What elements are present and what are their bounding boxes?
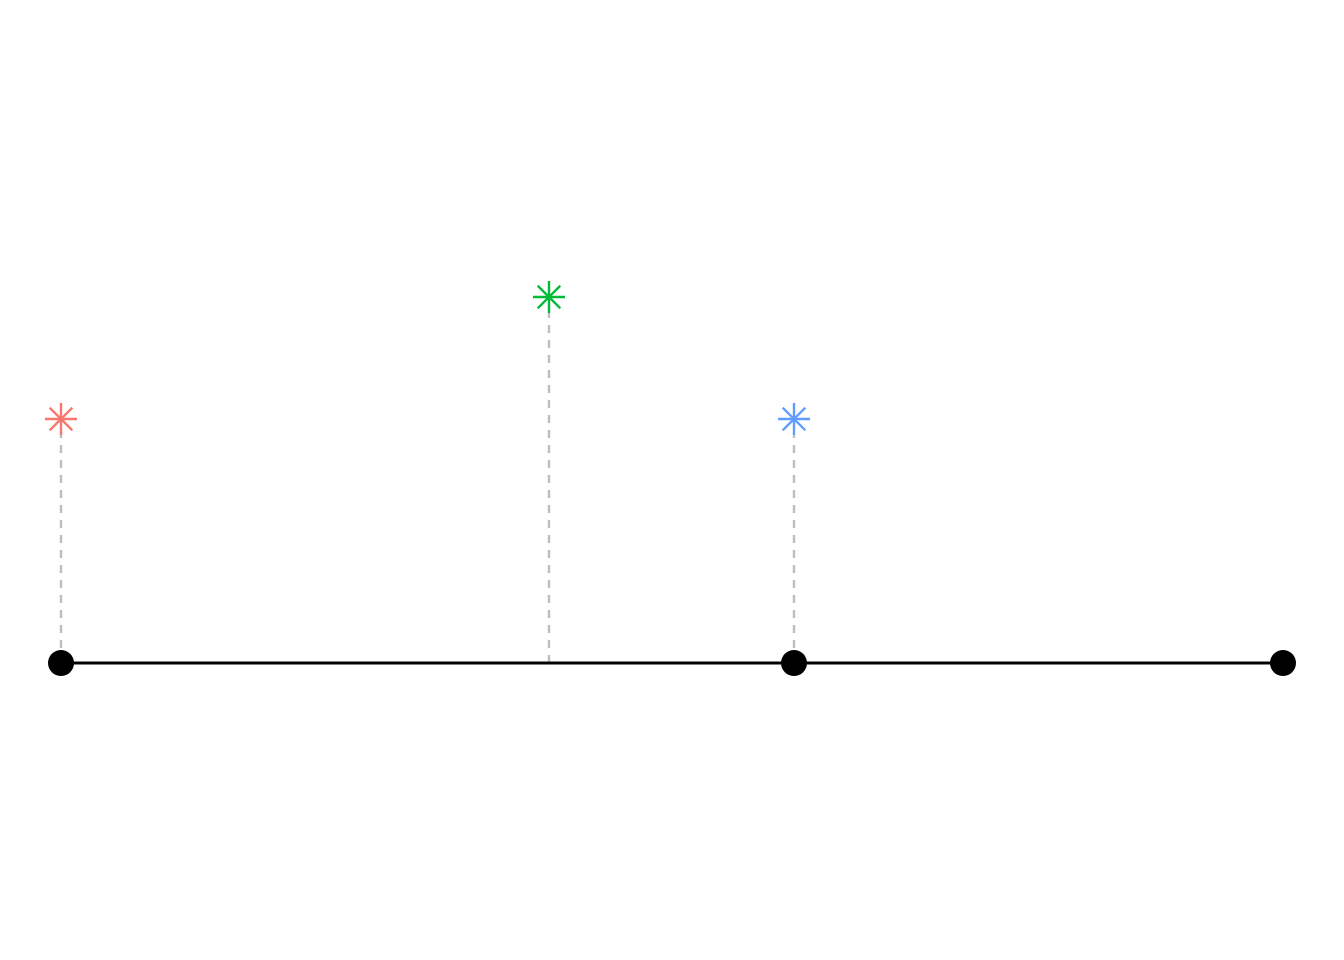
timeline-node bbox=[48, 650, 74, 676]
connector-layer bbox=[59, 313, 796, 663]
event-layer bbox=[45, 281, 810, 435]
asterisk-icon bbox=[533, 281, 565, 313]
asterisk-icon bbox=[45, 403, 77, 435]
node-layer bbox=[48, 650, 1296, 676]
timeline-node bbox=[1270, 650, 1296, 676]
timeline-node bbox=[781, 650, 807, 676]
asterisk-icon bbox=[778, 403, 810, 435]
